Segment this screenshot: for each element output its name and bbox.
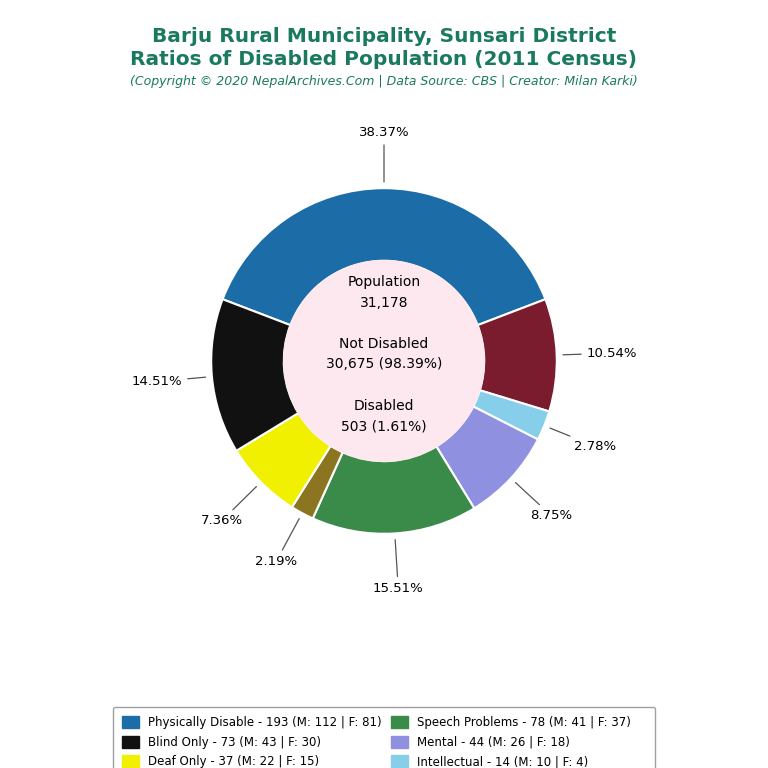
Text: (Copyright © 2020 NepalArchives.Com | Data Source: CBS | Creator: Milan Karki): (Copyright © 2020 NepalArchives.Com | Da… bbox=[130, 75, 638, 88]
Wedge shape bbox=[237, 413, 330, 507]
Text: 8.75%: 8.75% bbox=[515, 482, 572, 522]
Wedge shape bbox=[436, 406, 538, 508]
Text: 2.78%: 2.78% bbox=[550, 428, 617, 453]
Wedge shape bbox=[211, 300, 299, 451]
Text: 15.51%: 15.51% bbox=[372, 540, 424, 595]
Circle shape bbox=[284, 261, 484, 461]
Wedge shape bbox=[223, 188, 545, 325]
Wedge shape bbox=[478, 300, 557, 412]
Legend: Physically Disable - 193 (M: 112 | F: 81), Blind Only - 73 (M: 43 | F: 30), Deaf: Physically Disable - 193 (M: 112 | F: 81… bbox=[113, 707, 655, 768]
Text: Population
31,178

Not Disabled
30,675 (98.39%)

Disabled
503 (1.61%): Population 31,178 Not Disabled 30,675 (9… bbox=[326, 275, 442, 433]
Text: 38.37%: 38.37% bbox=[359, 127, 409, 182]
Wedge shape bbox=[292, 445, 343, 518]
Text: 2.19%: 2.19% bbox=[255, 518, 300, 568]
Text: 7.36%: 7.36% bbox=[200, 487, 257, 528]
Text: 14.51%: 14.51% bbox=[131, 375, 206, 388]
Text: Ratios of Disabled Population (2011 Census): Ratios of Disabled Population (2011 Cens… bbox=[131, 50, 637, 69]
Wedge shape bbox=[473, 390, 549, 439]
Text: Barju Rural Municipality, Sunsari District: Barju Rural Municipality, Sunsari Distri… bbox=[152, 27, 616, 46]
Wedge shape bbox=[313, 446, 475, 534]
Text: 10.54%: 10.54% bbox=[563, 346, 637, 359]
